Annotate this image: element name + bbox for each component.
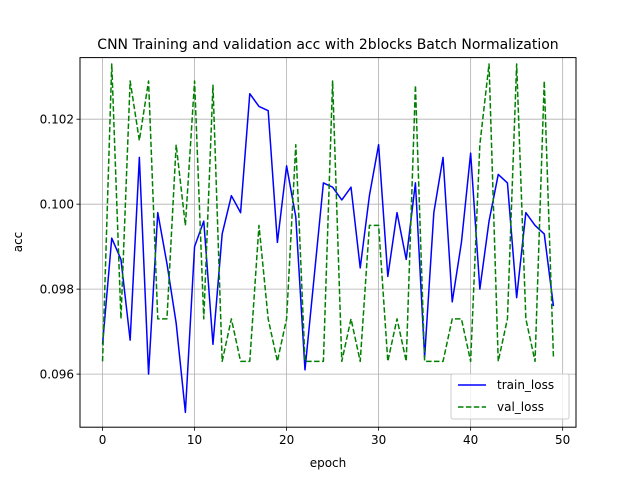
legend-label-train-loss: train_loss — [497, 378, 554, 392]
series-line-val-loss — [101, 63, 555, 363]
y-axis-label: acc — [11, 232, 25, 253]
x-tick-label: 10 — [187, 433, 202, 447]
x-tick-label: 40 — [463, 433, 478, 447]
x-tick-label: 50 — [555, 433, 570, 447]
y-tick-label: 0.096 — [40, 368, 74, 382]
x-tick-label: 0 — [99, 433, 107, 447]
y-tick-label: 0.100 — [40, 198, 74, 212]
legend-label-val-loss: val_loss — [497, 400, 544, 414]
y-tick-label: 0.098 — [40, 283, 74, 297]
ticks: 0 10 20 30 40 50 0.096 0.098 0.100 0.102 — [40, 113, 571, 448]
chart-title: CNN Training and validation acc with 2bl… — [97, 37, 558, 53]
x-tick-label: 20 — [279, 433, 294, 447]
x-axis-label: epoch — [310, 456, 347, 470]
x-tick-label: 30 — [371, 433, 386, 447]
legend: train_loss val_loss — [450, 373, 570, 420]
plot-lines — [101, 63, 555, 414]
y-tick-label: 0.102 — [40, 113, 74, 127]
series-line-train-loss — [101, 92, 555, 414]
axes-frame — [79, 57, 577, 428]
